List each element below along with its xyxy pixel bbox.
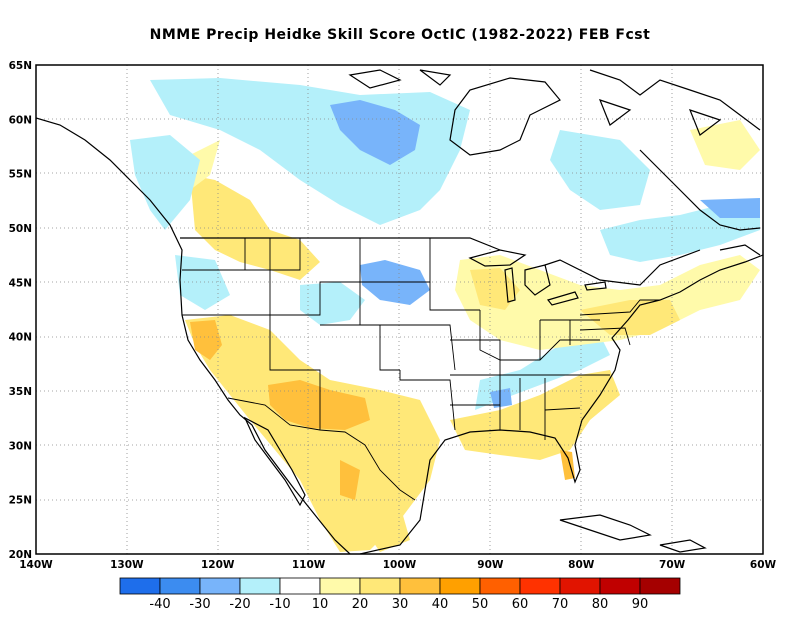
colorbar-label: 20 bbox=[352, 597, 369, 612]
skill-region-orange-florida bbox=[560, 450, 575, 480]
skill-region-yellow-west bbox=[185, 315, 440, 552]
colorbar-label: -20 bbox=[229, 597, 250, 612]
colorbar-swatch bbox=[479, 577, 521, 595]
lon-tick-label: 110W bbox=[292, 559, 326, 571]
colorbar-label: 80 bbox=[592, 597, 609, 612]
skill-region-yellow-nw bbox=[190, 175, 320, 280]
map-frame bbox=[35, 64, 764, 555]
lon-tick-label: 140W bbox=[19, 559, 53, 571]
baja-coastline bbox=[243, 416, 306, 507]
lat-tick-label: 35N bbox=[9, 386, 32, 398]
colorbar-swatch bbox=[399, 577, 441, 595]
lat-tick-label: 30N bbox=[9, 440, 32, 452]
lat-tick-label: 55N bbox=[9, 169, 32, 181]
pacific-coastline bbox=[36, 117, 351, 554]
lake-ontario bbox=[584, 281, 607, 291]
lat-tick-label: 50N bbox=[9, 223, 32, 235]
colorbar-label: -40 bbox=[149, 597, 170, 612]
lake-superior bbox=[468, 249, 527, 267]
colorbar-swatch bbox=[439, 577, 481, 595]
latitude-labels: 65N 60N 55N 50N 45N 40N 35N 30N 25N 20N bbox=[9, 60, 32, 561]
colorbar-label: 70 bbox=[552, 597, 569, 612]
skill-region-orange-az bbox=[268, 380, 370, 430]
colorbar-swatch bbox=[319, 577, 361, 595]
skill-region-cyan-bc bbox=[175, 255, 230, 310]
skill-region-yellow-ne bbox=[455, 255, 760, 350]
colorbar-swatch bbox=[599, 577, 641, 595]
colorbar-swatch bbox=[239, 577, 281, 595]
colorbar-label: 40 bbox=[432, 597, 449, 612]
lon-tick-label: 100W bbox=[383, 559, 417, 571]
colorbar-label: 60 bbox=[512, 597, 529, 612]
state-borders bbox=[182, 238, 660, 501]
lake-erie bbox=[546, 291, 579, 306]
lon-tick-label: 130W bbox=[110, 559, 144, 571]
graticule bbox=[36, 65, 763, 554]
colorbar-swatch bbox=[279, 577, 321, 595]
skill-region-cyan-west bbox=[130, 135, 200, 230]
lon-tick-label: 120W bbox=[201, 559, 235, 571]
lon-tick-label: 70W bbox=[659, 559, 686, 571]
lon-tick-label: 60W bbox=[750, 559, 777, 571]
colorbar-swatch bbox=[359, 577, 401, 595]
map-title: NMME Precip Heidke Skill Score OctIC (19… bbox=[149, 27, 651, 43]
colorbar-swatch bbox=[519, 577, 561, 595]
lat-tick-label: 60N bbox=[9, 114, 32, 126]
lat-tick-label: 45N bbox=[9, 277, 32, 289]
colorbar: -40 -30 -20 -10 10 20 30 40 50 60 70 80 90 bbox=[119, 577, 681, 612]
us-canada-border bbox=[180, 237, 701, 286]
skill-region-lightblue-labrador bbox=[700, 198, 760, 218]
skill-region-lightblue-canada bbox=[330, 100, 420, 165]
hudson-bay bbox=[449, 77, 561, 156]
colorbar-label: 90 bbox=[632, 597, 649, 612]
skill-region-orange-mexico bbox=[340, 460, 360, 500]
colorbar-swatch bbox=[199, 577, 241, 595]
colorbar-swatch bbox=[639, 577, 681, 595]
colorbar-label: 30 bbox=[392, 597, 409, 612]
labrador-coast bbox=[639, 149, 761, 256]
colorbar-label: 50 bbox=[472, 597, 489, 612]
lon-tick-label: 80W bbox=[568, 559, 595, 571]
hispaniola bbox=[659, 539, 707, 553]
skill-region-cyan-plains bbox=[300, 282, 365, 325]
gulf-coastline bbox=[359, 254, 763, 554]
lon-tick-label: 90W bbox=[477, 559, 504, 571]
longitude-labels: 140W 130W 120W 110W 100W 90W 80W 70W 60W bbox=[19, 559, 776, 571]
colorbar-swatch bbox=[159, 577, 201, 595]
skill-region-blue-plains bbox=[360, 260, 430, 305]
lake-huron bbox=[524, 264, 551, 296]
cuba bbox=[559, 514, 652, 541]
colorbar-swatch bbox=[119, 577, 161, 595]
skill-region-cyan-quebec bbox=[550, 130, 650, 210]
lat-tick-label: 40N bbox=[9, 332, 32, 344]
colorbar-label: -10 bbox=[269, 597, 290, 612]
colorbar-swatch bbox=[559, 577, 601, 595]
colorbar-label: 10 bbox=[312, 597, 329, 612]
lake-michigan bbox=[504, 267, 516, 303]
lat-tick-label: 65N bbox=[9, 60, 32, 72]
lat-tick-label: 25N bbox=[9, 495, 32, 507]
lat-tick-label: 20N bbox=[9, 549, 32, 561]
colorbar-label: -30 bbox=[189, 597, 210, 612]
arctic-islands bbox=[348, 69, 761, 136]
skill-region-lightblue-gulf bbox=[490, 388, 512, 408]
skill-region-orange-ca bbox=[190, 320, 222, 360]
coastlines-and-borders bbox=[36, 69, 763, 554]
skill-region-yellow-ne-canada bbox=[690, 120, 760, 170]
